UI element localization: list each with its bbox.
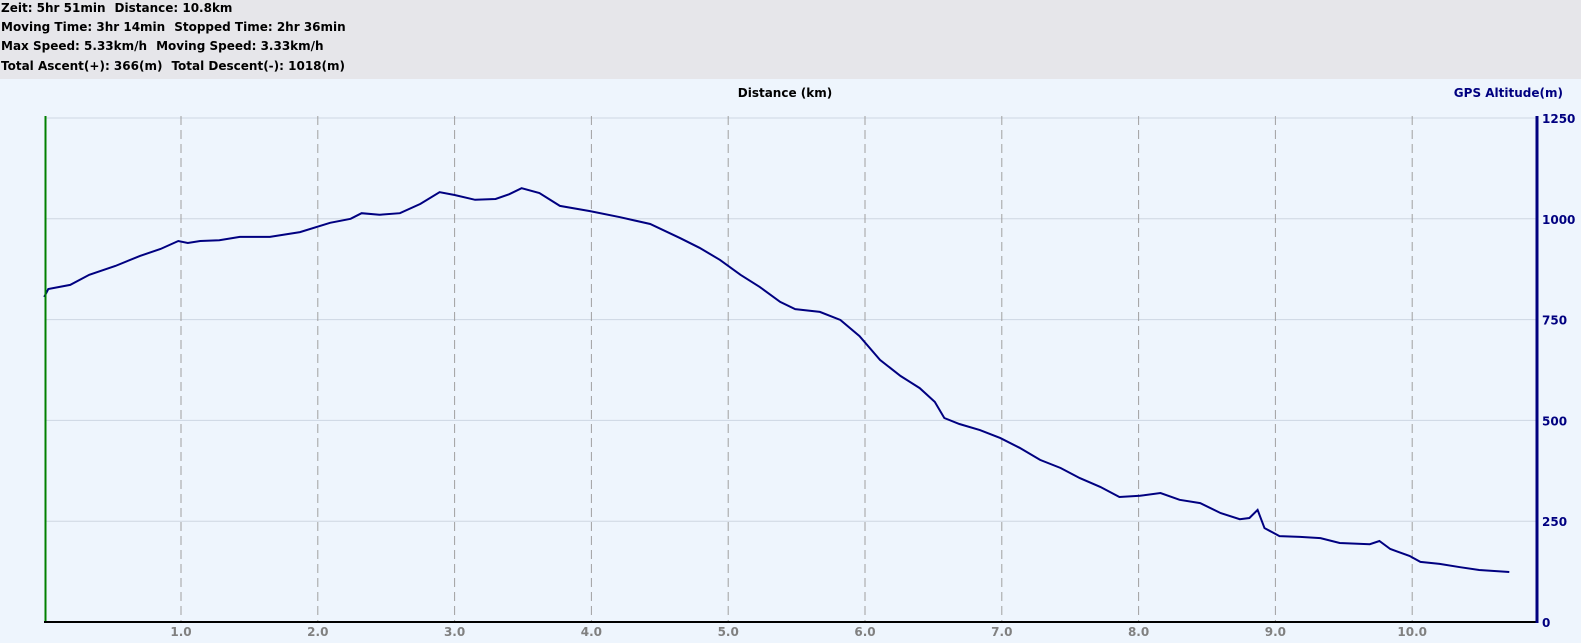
y-tick-label: 1000 <box>1542 213 1575 227</box>
summary-line-speed: Max Speed: 5.33km/h Moving Speed: 3.33km/… <box>1 38 333 55</box>
chart-title: Distance (km) <box>738 86 832 100</box>
x-tick-label: 1.0 <box>170 625 191 639</box>
altitude-chart[interactable]: Distance (km) GPS Altitude(m) 0 250 500 750… <box>0 79 1581 643</box>
x-tick-label: 2.0 <box>307 625 328 639</box>
y-tick-label: 0 <box>1542 616 1550 630</box>
altitude-line <box>43 187 1510 573</box>
y-tick-label: 750 <box>1542 314 1567 328</box>
y-tick-label: 500 <box>1542 414 1567 428</box>
tick-labels: 0 250 500 750 1000 1250 1.0 2.0 3.0 4.0 5.0 6.0 7.0 8… <box>170 112 1575 639</box>
moving-speed: Moving Speed: 3.33km/h <box>156 39 324 53</box>
x-tick-label: 6.0 <box>854 625 875 639</box>
x-tick-label: 4.0 <box>581 625 602 639</box>
y-tick-label: 250 <box>1542 515 1567 529</box>
total-time: Zeit: 5hr 51min <box>1 1 106 15</box>
summary-line-moving: Moving Time: 3hr 14min Stopped Time: 2hr … <box>1 19 355 36</box>
stopped-time: Stopped Time: 2hr 36min <box>174 20 346 34</box>
x-tick-label: 10.0 <box>1397 625 1427 639</box>
x-tick-label: 3.0 <box>444 625 465 639</box>
total-descent: Total Descent(-): 1018(m) <box>171 59 345 73</box>
y-tick-label: 1250 <box>1542 112 1575 126</box>
x-tick-label: 5.0 <box>718 625 739 639</box>
x-tick-label: 9.0 <box>1265 625 1286 639</box>
max-speed: Max Speed: 5.33km/h <box>1 39 148 53</box>
summary-line-elevation: Total Ascent(+): 366(m) Total Descent(-):… <box>1 58 354 75</box>
x-tick-label: 8.0 <box>1128 625 1149 639</box>
trip-summary: Zeit: 5hr 51min Distance: 10.8km Moving T… <box>0 0 1581 79</box>
grid <box>46 116 1536 621</box>
distance: Distance: 10.8km <box>114 1 233 15</box>
y-axis-label: GPS Altitude(m) <box>1454 86 1563 100</box>
summary-line-time: Zeit: 5hr 51min Distance: 10.8km <box>1 0 241 17</box>
moving-time: Moving Time: 3hr 14min <box>1 20 166 34</box>
x-tick-label: 7.0 <box>991 625 1012 639</box>
total-ascent: Total Ascent(+): 366(m) <box>1 59 163 73</box>
